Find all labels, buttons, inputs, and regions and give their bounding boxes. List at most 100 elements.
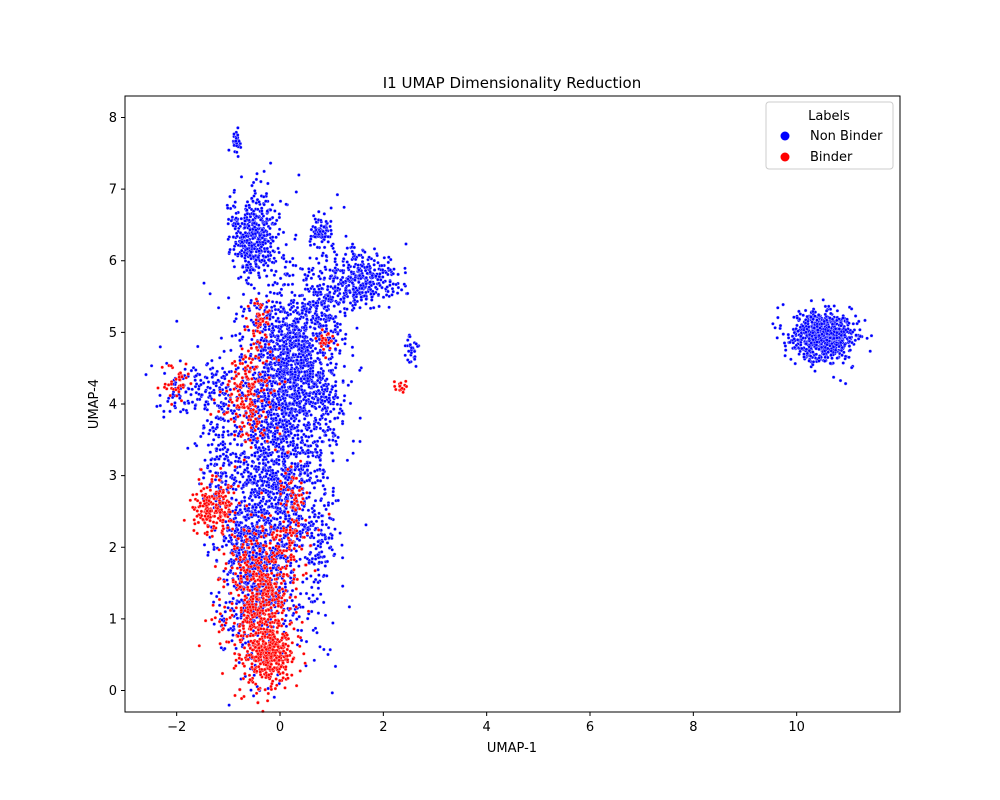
- data-point: [238, 508, 243, 512]
- data-point: [308, 366, 313, 371]
- data-point: [310, 404, 314, 408]
- data-point: [284, 411, 288, 416]
- data-point: [362, 294, 367, 298]
- data-point: [374, 274, 378, 278]
- data-point: [230, 334, 234, 338]
- data-point: [199, 393, 204, 397]
- data-point: [381, 295, 386, 299]
- data-point: [158, 403, 163, 408]
- data-point: [266, 239, 271, 244]
- data-point: [277, 458, 281, 462]
- data-point: [324, 507, 328, 512]
- data-point: [253, 231, 258, 236]
- data-point: [323, 406, 327, 410]
- data-point: [802, 355, 806, 359]
- data-point: [273, 381, 278, 385]
- data-point: [290, 598, 294, 603]
- data-point: [322, 276, 327, 280]
- data-point: [290, 256, 295, 261]
- data-point: [351, 287, 356, 291]
- data-point: [333, 347, 338, 351]
- data-point: [264, 528, 268, 532]
- data-point: [277, 212, 282, 216]
- data-point: [343, 288, 348, 293]
- data-point: [406, 349, 411, 353]
- data-point: [294, 549, 299, 553]
- data-point: [312, 580, 316, 584]
- data-point: [319, 395, 324, 399]
- data-point: [298, 405, 303, 409]
- data-point: [381, 275, 385, 279]
- data-point: [279, 364, 283, 369]
- data-point: [303, 443, 307, 447]
- data-point: [237, 600, 242, 604]
- data-point: [270, 468, 275, 473]
- data-point: [270, 300, 275, 304]
- data-point: [231, 258, 235, 263]
- data-point: [309, 413, 313, 417]
- data-point: [215, 447, 219, 451]
- data-point: [272, 477, 276, 482]
- data-point: [300, 301, 305, 305]
- data-point: [318, 417, 322, 422]
- data-point: [271, 492, 276, 496]
- data-point: [325, 476, 330, 480]
- data-point: [351, 439, 356, 443]
- data-point: [317, 511, 321, 516]
- data-point: [313, 217, 318, 221]
- data-point: [358, 283, 363, 288]
- data-point: [344, 332, 348, 337]
- data-point: [222, 349, 226, 354]
- data-point: [380, 285, 384, 290]
- scatter-points: [144, 126, 874, 714]
- data-point: [414, 342, 418, 346]
- data-point: [302, 377, 307, 381]
- data-point: [294, 190, 299, 194]
- data-point: [291, 436, 295, 440]
- data-point: [365, 265, 370, 269]
- data-point: [254, 214, 259, 219]
- data-point: [338, 322, 343, 327]
- data-point: [346, 383, 351, 387]
- data-point: [221, 452, 226, 456]
- data-point: [273, 523, 277, 527]
- data-point: [384, 293, 389, 297]
- data-point: [349, 379, 354, 384]
- data-point: [357, 290, 362, 295]
- data-point: [237, 456, 241, 460]
- data-point: [298, 472, 303, 476]
- data-point: [313, 401, 318, 406]
- data-point: [300, 390, 305, 395]
- data-point: [307, 374, 312, 379]
- data-point: [275, 491, 279, 495]
- data-point: [264, 420, 269, 425]
- data-point: [227, 703, 231, 707]
- data-point: [243, 468, 247, 472]
- data-point: [211, 600, 216, 604]
- data-point: [328, 274, 333, 279]
- data-point: [250, 453, 254, 457]
- data-point: [380, 268, 385, 272]
- data-point: [288, 410, 292, 415]
- data-point: [218, 448, 222, 452]
- data-point: [204, 400, 208, 404]
- data-point: [316, 421, 321, 425]
- data-point: [360, 286, 364, 291]
- data-point: [271, 374, 276, 378]
- data-point: [213, 457, 217, 462]
- data-point: [242, 225, 247, 230]
- data-point: [323, 487, 327, 492]
- data-point: [305, 320, 309, 325]
- data-point: [214, 381, 218, 385]
- data-point: [243, 259, 248, 263]
- data-point: [289, 406, 294, 411]
- data-point: [250, 521, 254, 526]
- data-point: [305, 283, 309, 287]
- data-point: [289, 431, 293, 436]
- data-point: [274, 312, 278, 316]
- data-point: [313, 290, 318, 294]
- data-point: [260, 419, 264, 424]
- data-point: [281, 230, 286, 235]
- data-point: [229, 432, 234, 436]
- data-point: [260, 479, 264, 483]
